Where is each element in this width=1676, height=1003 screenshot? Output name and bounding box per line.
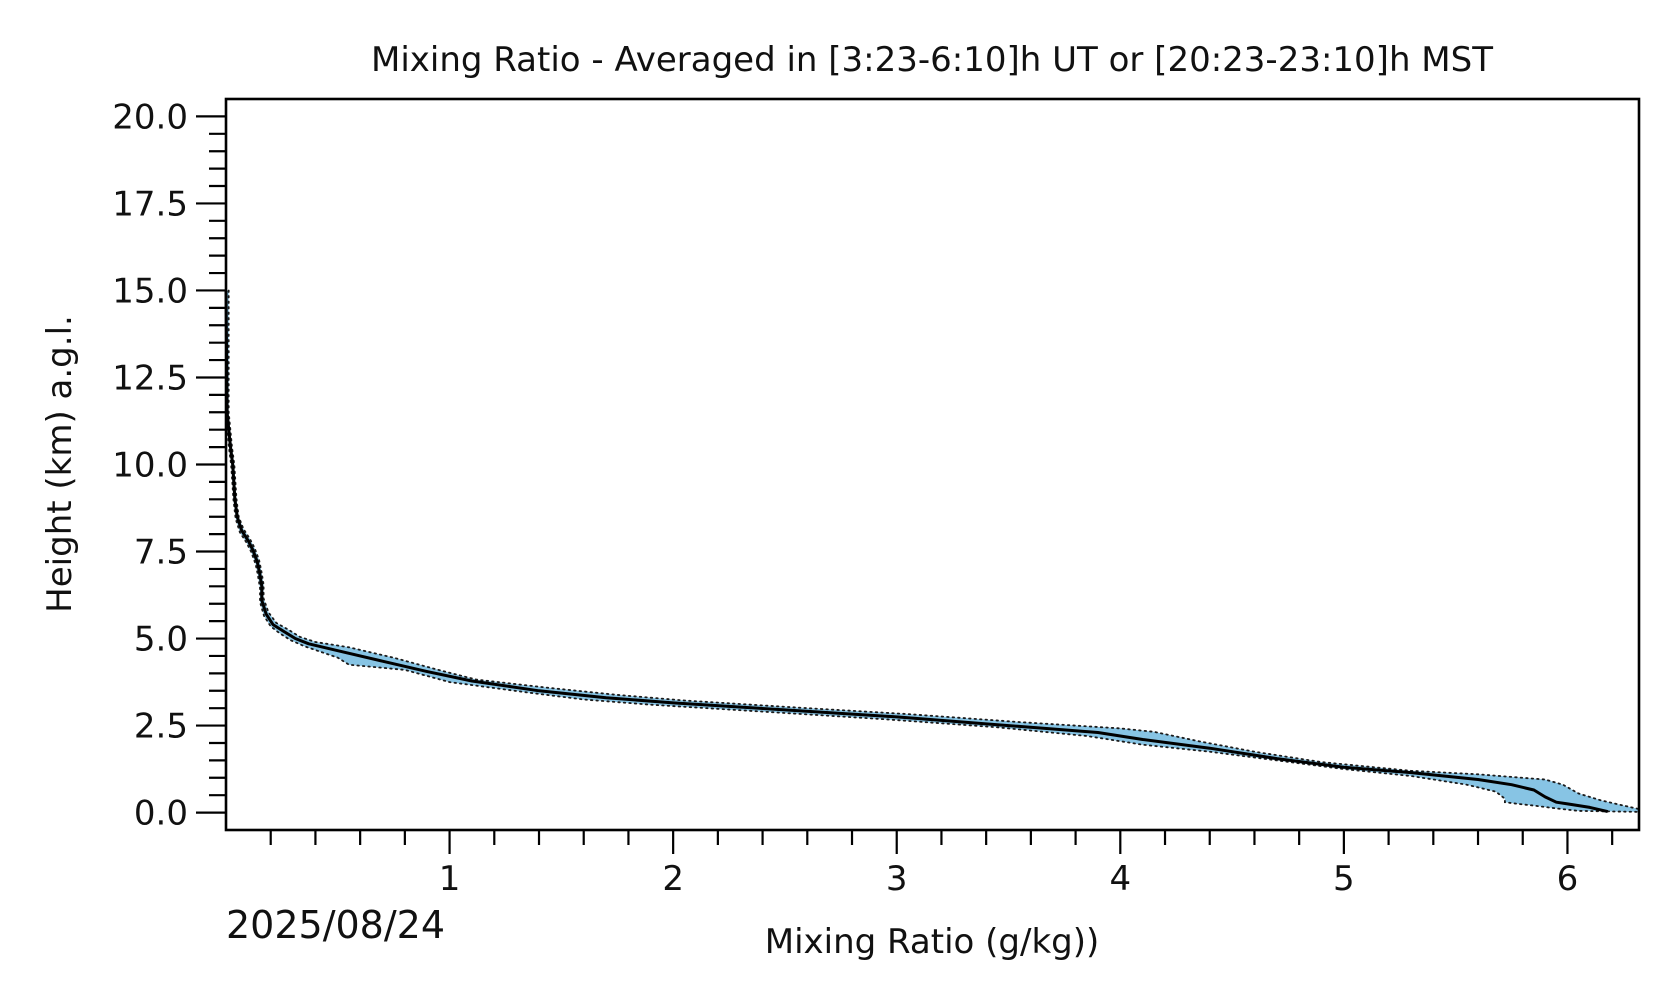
upper-bound-line xyxy=(227,289,1640,810)
uncertainty-band xyxy=(226,290,1639,812)
x-axis-label: Mixing Ratio (g/kg)) xyxy=(765,922,1100,962)
y-tick-label: 12.5 xyxy=(112,358,188,398)
x-tick-label: 2 xyxy=(662,859,684,899)
uncertainty-band-layer xyxy=(226,290,1639,812)
x-axis-ticks: 1 2 3 4 5 6 xyxy=(269,830,1614,899)
y-tick-label: 0.0 xyxy=(134,794,188,834)
y-tick-label: 17.5 xyxy=(112,184,188,224)
y-tick-label: 20.0 xyxy=(112,97,188,137)
x-tick-label: 5 xyxy=(1333,859,1355,899)
y-tick-label: 7.5 xyxy=(134,533,188,573)
y-tick-label: 10.0 xyxy=(112,446,188,486)
x-tick-label: 3 xyxy=(886,859,908,899)
lower-bound-line xyxy=(225,289,1640,813)
y-tick-label: 5.0 xyxy=(134,620,188,660)
mean-profile-line xyxy=(224,290,1609,814)
x-tick-label: 4 xyxy=(1109,859,1131,899)
x-tick-label: 6 xyxy=(1557,859,1579,899)
chart-title: Mixing Ratio - Averaged in [3:23-6:10]h … xyxy=(371,40,1493,80)
y-axis-ticks: 0.0 2.5 5.0 7.5 10.0 12.5 15.0 17.5 20.0 xyxy=(112,97,226,834)
y-tick-label: 2.5 xyxy=(134,707,188,747)
date-label: 2025/08/24 xyxy=(226,903,445,947)
y-tick-label: 15.0 xyxy=(112,271,188,311)
profile-lines-layer xyxy=(224,289,1640,814)
x-tick-label: 1 xyxy=(439,859,461,899)
y-axis-label: Height (km) a.g.l. xyxy=(40,315,80,613)
